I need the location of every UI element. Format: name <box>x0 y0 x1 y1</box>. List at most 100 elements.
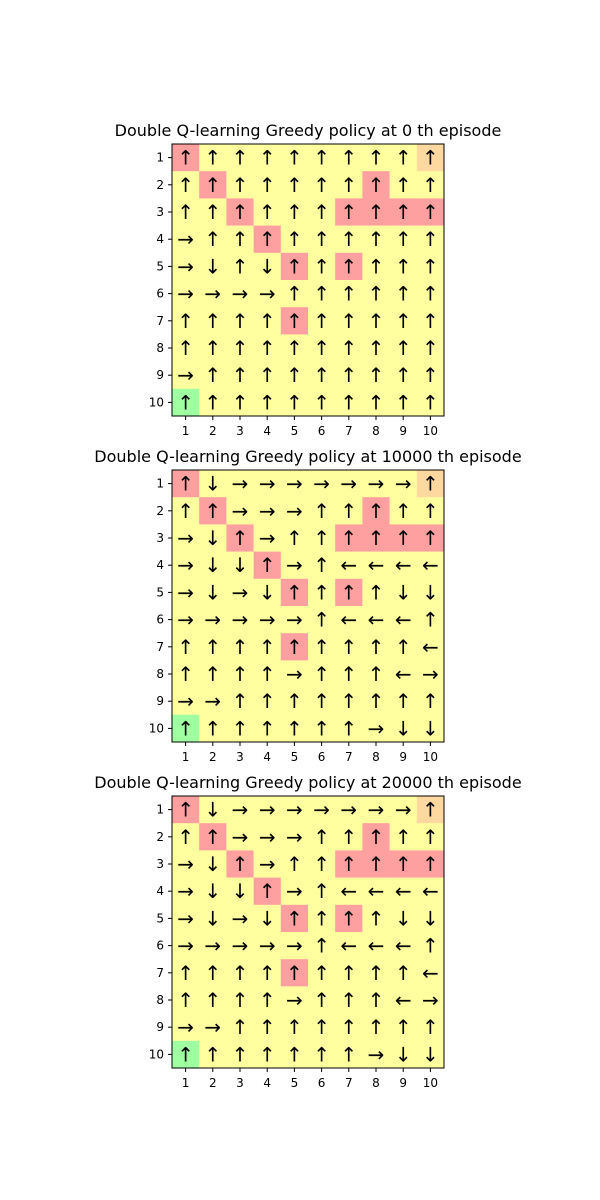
policy-arrow: → <box>177 906 194 930</box>
grid-cell <box>199 660 227 688</box>
grid-cell <box>199 850 227 878</box>
policy-arrow: ↑ <box>286 309 303 333</box>
grid-cell <box>226 959 254 987</box>
policy-arrow: ↑ <box>313 852 330 876</box>
policy-arrow: ↑ <box>313 635 330 659</box>
grid-cell <box>308 524 336 552</box>
policy-arrow: ↑ <box>340 227 357 251</box>
grid-cell <box>362 334 390 362</box>
policy-arrow: ↑ <box>232 173 249 197</box>
grid-cell <box>226 524 254 552</box>
policy-arrow: ↑ <box>232 336 249 360</box>
policy-arrow: ↑ <box>340 363 357 387</box>
policy-arrow: → <box>259 499 276 523</box>
grid-cell <box>416 606 445 634</box>
policy-arrow: ↑ <box>204 961 221 985</box>
grid-cell <box>253 388 282 417</box>
grid-cell <box>308 144 336 172</box>
grid-cell <box>416 171 445 199</box>
policy-arrow: ↑ <box>177 200 194 224</box>
grid-cell <box>172 171 200 199</box>
policy-arrow: ↑ <box>313 1015 330 1039</box>
policy-arrow: ← <box>368 879 385 903</box>
grid-cell <box>362 633 390 661</box>
grid-cell <box>199 144 227 172</box>
grid-cell <box>253 280 282 308</box>
grid-cell <box>308 578 336 607</box>
policy-arrow: ↑ <box>422 798 439 822</box>
chart-title: Double Q-learning Greedy policy at 10000… <box>94 447 521 466</box>
policy-arrow: → <box>177 879 194 903</box>
policy-arrow: ↑ <box>422 363 439 387</box>
grid-cell <box>253 986 282 1014</box>
policy-arrow: ↑ <box>177 961 194 985</box>
policy-arrow: → <box>395 472 412 496</box>
grid-cell <box>199 225 227 254</box>
policy-arrow: ↑ <box>177 309 194 333</box>
policy-arrow: ↑ <box>368 390 385 414</box>
policy-arrow: ↑ <box>177 173 194 197</box>
policy-arrow: ↑ <box>422 390 439 414</box>
grid-cell <box>389 497 418 525</box>
policy-arrow: → <box>259 526 276 550</box>
policy-arrow: ↑ <box>204 635 221 659</box>
y-tick-label: 4 <box>156 232 164 246</box>
grid-cell <box>172 932 200 960</box>
grid-cell <box>335 225 363 254</box>
grid-cell <box>253 1013 282 1042</box>
grid-cell <box>362 1040 390 1069</box>
policy-arrow: ↑ <box>368 988 385 1012</box>
grid-cell <box>253 578 282 607</box>
grid-cell <box>226 932 254 960</box>
policy-arrow: ↓ <box>204 852 221 876</box>
policy-arrow: ↑ <box>340 716 357 740</box>
policy-arrow: ↑ <box>368 526 385 550</box>
grid-cell <box>389 307 418 335</box>
grid-cell <box>199 904 227 933</box>
grid-cell <box>280 660 309 688</box>
x-tick-label: 10 <box>423 424 438 438</box>
policy-arrow: ↑ <box>232 1042 249 1066</box>
policy-arrow: ↑ <box>422 1015 439 1039</box>
grid-cell <box>172 687 200 716</box>
policy-arrow: → <box>204 689 221 713</box>
grid-cell <box>389 633 418 661</box>
grid-cell <box>389 388 418 417</box>
policy-arrow: → <box>232 798 249 822</box>
policy-arrow: ↑ <box>313 526 330 550</box>
y-tick-label: 2 <box>156 178 164 192</box>
policy-arrow: ↑ <box>259 227 276 251</box>
policy-arrow: ↑ <box>395 200 412 224</box>
policy-arrow: ↑ <box>286 200 303 224</box>
policy-arrow: ↓ <box>204 580 221 604</box>
grid-cell <box>389 252 418 281</box>
grid-cell <box>416 198 445 226</box>
policy-arrow: ↑ <box>232 988 249 1012</box>
grid-cell <box>199 280 227 308</box>
policy-arrow: ↑ <box>340 988 357 1012</box>
grid-cell <box>389 714 418 743</box>
grid-cell <box>199 470 227 498</box>
grid-cell <box>389 334 418 362</box>
grid-cell <box>308 904 336 933</box>
policy-arrow: ↑ <box>313 716 330 740</box>
policy-arrow: ↑ <box>368 580 385 604</box>
policy-arrow: ↑ <box>313 906 330 930</box>
policy-arrow: → <box>177 254 194 278</box>
policy-arrow: ↓ <box>204 906 221 930</box>
policy-arrow: → <box>177 689 194 713</box>
grid-cell <box>226 687 254 716</box>
policy-arrow: ↑ <box>368 635 385 659</box>
grid-cell <box>362 714 390 743</box>
policy-arrow: ↑ <box>259 1015 276 1039</box>
grid-cell <box>199 307 227 335</box>
policy-arrow: ↑ <box>368 282 385 306</box>
policy-arrow: ↑ <box>286 390 303 414</box>
grid-cell <box>308 470 336 498</box>
grid-cell <box>253 144 282 172</box>
policy-arrow: ↓ <box>259 254 276 278</box>
policy-arrow: ← <box>368 553 385 577</box>
policy-arrow: ↓ <box>232 553 249 577</box>
policy-arrow: ↑ <box>259 716 276 740</box>
policy-arrow: ↑ <box>259 173 276 197</box>
